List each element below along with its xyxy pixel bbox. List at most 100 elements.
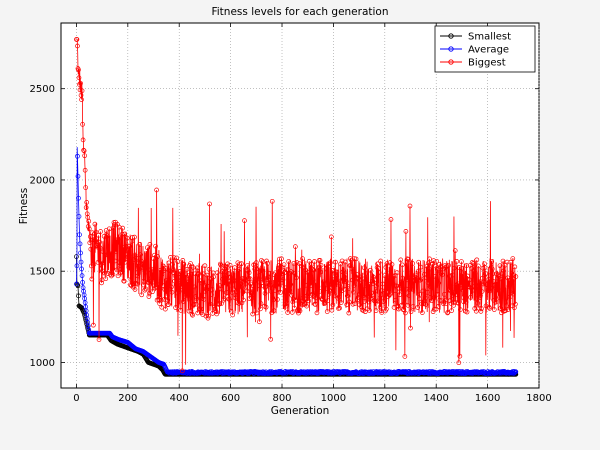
data-point-biggest [206, 313, 211, 319]
data-point-biggest [470, 287, 476, 293]
data-point-biggest [398, 279, 404, 285]
data-point-biggest [158, 297, 164, 303]
data-point-biggest [223, 270, 228, 276]
data-point-biggest [500, 258, 506, 264]
data-point-biggest [204, 287, 209, 292]
data-point-biggest [99, 280, 104, 286]
data-point-biggest [505, 307, 511, 312]
data-point-biggest [289, 310, 295, 315]
data-point-biggest [301, 302, 307, 307]
data-point-biggest [225, 261, 230, 267]
data-point-biggest [106, 226, 112, 232]
data-point-biggest [418, 264, 424, 270]
data-point-biggest [246, 270, 252, 276]
data-point-average [74, 281, 79, 287]
data-point-biggest [139, 261, 145, 267]
data-point-biggest [290, 296, 296, 302]
data-point-biggest [288, 282, 294, 287]
data-point-biggest [216, 301, 222, 306]
data-point-biggest [78, 92, 84, 98]
data-point-biggest [209, 287, 215, 292]
data-point-biggest [505, 275, 510, 281]
data-point-biggest [474, 296, 480, 302]
data-point-biggest [440, 266, 446, 272]
data-point-biggest [499, 276, 505, 282]
x-tick-label: 0 [73, 393, 79, 404]
data-point-biggest [283, 303, 289, 309]
data-point-biggest [83, 205, 89, 210]
legend-item-smallest: Smallest [440, 32, 511, 43]
data-point-biggest [248, 291, 254, 296]
data-point-biggest [185, 279, 191, 285]
data-point-biggest [404, 286, 409, 292]
data-point-biggest [207, 301, 213, 307]
data-point-biggest [188, 261, 193, 266]
data-point-biggest [81, 148, 87, 154]
data-point-biggest [380, 281, 386, 287]
data-point-biggest [190, 312, 195, 318]
data-point-biggest [112, 258, 118, 264]
data-point-biggest [482, 265, 488, 270]
data-point-biggest [431, 258, 436, 263]
data-point-biggest [116, 236, 121, 242]
data-point-biggest [334, 273, 339, 279]
data-point-biggest [393, 297, 399, 303]
data-point-biggest [76, 67, 81, 73]
data-point-biggest [239, 261, 244, 267]
data-point-biggest [159, 304, 165, 310]
data-point-biggest [478, 308, 484, 314]
data-point-biggest [361, 265, 367, 271]
data-point-biggest [331, 277, 336, 282]
data-point-biggest [337, 284, 343, 290]
data-point-biggest [306, 298, 312, 304]
data-point-biggest [458, 307, 463, 312]
data-point-biggest [186, 273, 191, 278]
data-point-biggest [403, 310, 408, 316]
data-point-biggest [162, 287, 168, 292]
data-point-biggest [432, 273, 438, 279]
data-point-biggest [442, 263, 448, 268]
data-point-biggest [94, 236, 99, 242]
data-point-biggest [243, 267, 249, 273]
data-point-biggest [337, 305, 342, 311]
data-point-biggest [256, 283, 262, 289]
data-point-biggest [100, 249, 106, 255]
data-point-biggest [453, 292, 459, 297]
data-point-biggest [153, 243, 158, 249]
data-point-biggest [110, 272, 116, 277]
data-point-average [80, 280, 85, 285]
data-point-biggest [266, 282, 272, 287]
data-point-biggest [324, 309, 330, 314]
legend-marker-smallest [448, 33, 454, 39]
data-point-biggest [348, 263, 354, 268]
data-point-biggest [135, 281, 140, 287]
data-point-biggest [409, 286, 415, 292]
data-point-biggest [202, 282, 207, 288]
data-point-biggest [476, 263, 481, 269]
data-point-biggest [211, 274, 216, 280]
data-point-biggest [259, 267, 265, 273]
data-point-biggest [442, 291, 447, 297]
data-point-biggest [231, 278, 237, 284]
data-point-biggest [92, 221, 98, 227]
data-point-biggest [440, 272, 445, 278]
data-point-biggest [243, 284, 248, 290]
data-point-biggest [287, 270, 293, 276]
data-point-biggest [149, 275, 154, 280]
data-point-biggest [135, 273, 141, 279]
data-point-biggest [145, 245, 150, 251]
data-point-biggest [249, 286, 255, 292]
data-point-biggest [150, 289, 155, 295]
data-point-biggest [379, 288, 385, 293]
data-point-biggest [489, 259, 495, 264]
data-point-biggest [106, 253, 112, 259]
data-point-biggest [280, 275, 285, 280]
data-point-biggest [83, 185, 89, 190]
data-point-biggest [451, 265, 457, 271]
data-point-biggest [341, 268, 347, 274]
data-point-biggest [125, 254, 131, 260]
data-point-biggest [226, 279, 232, 285]
data-point-biggest [198, 306, 204, 312]
x-tick-label: 400 [170, 393, 189, 404]
data-point-biggest [145, 279, 151, 285]
